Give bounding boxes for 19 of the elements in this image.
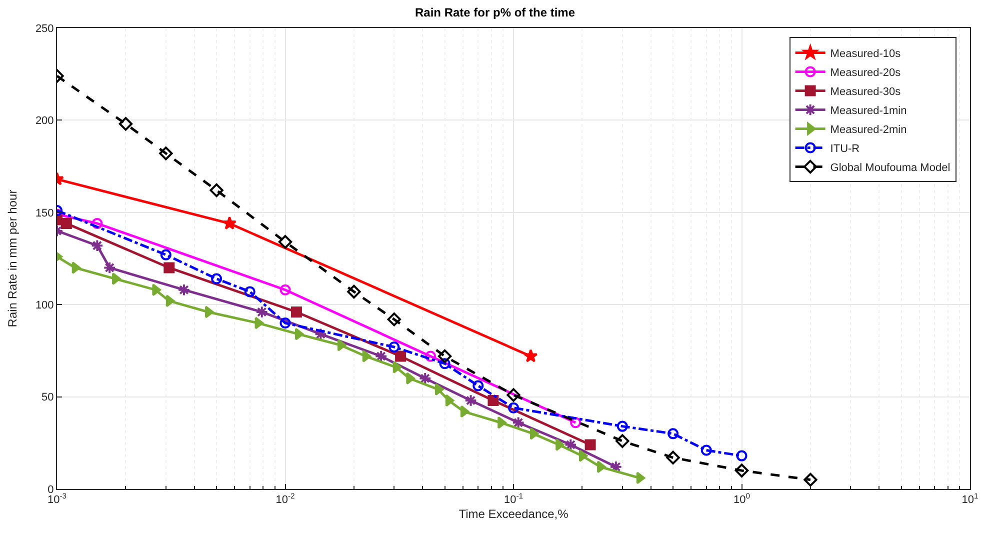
y-tick-label: 100 [35,299,54,312]
chart-title: Rain Rate for p% of the time [414,5,576,20]
legend-label: ITU-R [830,143,860,156]
y-tick-label: 200 [35,115,54,128]
x-axis-title: Time Exceedance,% [458,507,569,522]
legend-label: Measured-20s [830,67,902,80]
y-tick-label: 150 [35,207,54,220]
x-tick-label: 10$^{-1}$ [504,492,524,506]
legend-label: Measured-1min [830,105,907,118]
y-tick-label: 50 [42,392,54,404]
x-tick-label: 10$^{0}$ [733,492,750,506]
x-tick-label: 10$^{1}$ [962,492,978,506]
y-tick-label: 250 [35,22,54,35]
legend-label: Measured-10s [830,48,902,60]
y-axis-title: Rain Rate in mm per hour [6,190,20,328]
x-tick-label: 10$^{-2}$ [276,492,295,506]
legend-label: Measured-30s [830,86,902,98]
legend-label: Measured-2min [830,124,907,136]
legend-label: Global Moufouma Model [830,162,950,174]
